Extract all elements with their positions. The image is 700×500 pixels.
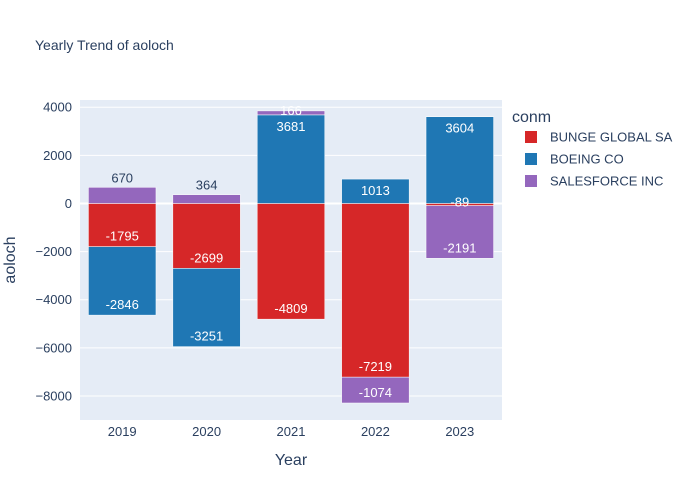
data-label: 1013 <box>361 183 390 198</box>
y-axis-ticks: −8000 −6000 −4000 −2000 0 2000 4000 <box>35 100 72 404</box>
data-label: 3604 <box>445 121 474 136</box>
legend-swatch-boeing-co <box>525 153 537 165</box>
x-tick-label: 2022 <box>361 424 390 439</box>
data-label: -3251 <box>190 329 223 344</box>
data-label: 3681 <box>277 119 306 134</box>
x-tick-label: 2020 <box>192 424 221 439</box>
y-tick-label: −4000 <box>35 292 72 307</box>
bar-salesforce-inc-2020 <box>172 194 241 204</box>
y-tick-label: 4000 <box>43 100 72 115</box>
bar-salesforce-inc-2019 <box>88 187 157 204</box>
y-tick-label: −8000 <box>35 388 72 403</box>
y-tick-label: −6000 <box>35 340 72 355</box>
x-axis-title: Year <box>275 452 308 469</box>
x-axis-ticks: 2019 2020 2021 2022 2023 <box>108 424 475 439</box>
legend: conm BUNGE GLOBAL SA BOEING CO SALESFORCE … <box>512 109 673 189</box>
bar-bunge-global-sa-2020 <box>172 203 241 269</box>
x-tick-label: 2019 <box>108 424 137 439</box>
bar-boeing-co-2021 <box>256 114 326 204</box>
legend-label: BUNGE GLOBAL SA <box>550 130 673 145</box>
data-label: -2699 <box>190 250 223 265</box>
x-tick-label: 2021 <box>277 424 306 439</box>
data-label: 166 <box>280 103 302 118</box>
legend-title: conm <box>512 109 551 126</box>
bar-salesforce-inc-2023 <box>425 205 494 259</box>
bar-bunge-global-sa-2022 <box>341 203 410 378</box>
bar-salesforce-inc-2021 <box>256 110 326 116</box>
y-axis-title: aoloch <box>2 236 19 283</box>
bars <box>88 110 494 404</box>
data-label: -89 <box>450 195 469 210</box>
bar-salesforce-inc-2022 <box>341 376 410 404</box>
data-label: -4809 <box>274 301 307 316</box>
bar-boeing-co-2022 <box>341 178 410 204</box>
legend-swatch-salesforce-inc <box>525 175 537 187</box>
data-label: 364 <box>196 178 218 193</box>
data-label: -7219 <box>359 359 392 374</box>
bar-boeing-co-2020 <box>172 268 241 347</box>
bar-boeing-co-2019 <box>88 246 157 316</box>
data-label: -2191 <box>443 240 476 255</box>
y-tick-label: 2000 <box>43 148 72 163</box>
data-label: -1074 <box>359 385 392 400</box>
legend-swatch-bunge-global-sa <box>525 131 537 143</box>
legend-label: SALESFORCE INC <box>550 174 663 189</box>
data-label: -1795 <box>106 229 139 244</box>
y-tick-label: −2000 <box>35 244 72 259</box>
legend-label: BOEING CO <box>550 152 624 167</box>
bar-bunge-global-sa-2021 <box>256 203 326 320</box>
y-tick-label: 0 <box>65 196 72 211</box>
data-label: -2846 <box>106 297 139 312</box>
x-tick-label: 2023 <box>445 424 474 439</box>
bar-boeing-co-2023 <box>425 116 494 204</box>
chart-title: Yearly Trend of aoloch <box>35 37 174 53</box>
data-label: 670 <box>111 170 133 185</box>
